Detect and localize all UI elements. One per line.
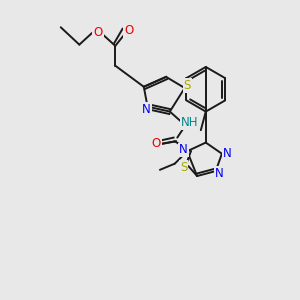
Text: NH: NH — [181, 116, 198, 129]
Text: N: N — [223, 147, 231, 160]
Text: O: O — [93, 26, 103, 39]
Text: O: O — [152, 137, 161, 150]
Text: N: N — [215, 167, 224, 180]
Text: S: S — [180, 161, 187, 174]
Text: S: S — [184, 79, 191, 92]
Text: N: N — [142, 103, 151, 116]
Text: O: O — [124, 25, 134, 38]
Text: N: N — [179, 143, 188, 157]
